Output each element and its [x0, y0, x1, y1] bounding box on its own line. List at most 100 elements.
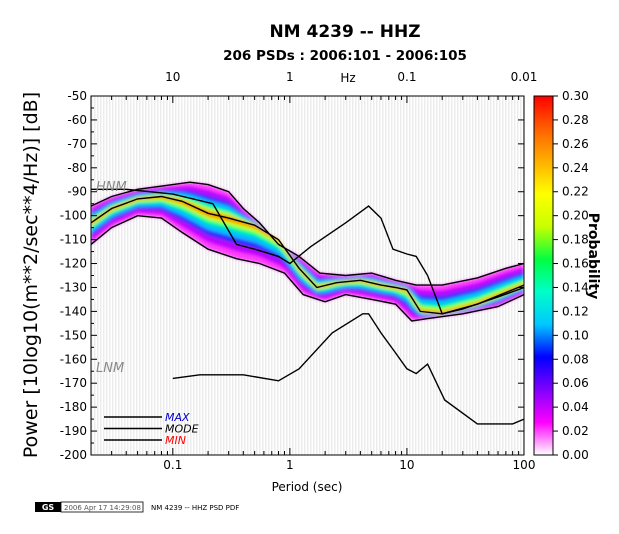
- colorbar-tick-label: 0.00: [562, 448, 589, 462]
- psd-bin: [127, 96, 129, 455]
- psd-bin: [454, 96, 456, 455]
- hnm-label: HNM: [96, 180, 127, 195]
- psd-bin: [121, 96, 123, 455]
- psd-bin: [259, 96, 261, 455]
- psd-bin: [400, 96, 402, 455]
- psd-bin: [178, 96, 180, 455]
- psd-bin: [238, 96, 240, 455]
- footer-caption: NM 4239 -- HHZ PSD PDF: [151, 504, 239, 512]
- psd-bin: [424, 96, 426, 455]
- psd-bin: [421, 96, 423, 455]
- psd-bin: [436, 96, 438, 455]
- psd-bin: [481, 96, 483, 455]
- y-tick-label: -130: [60, 280, 87, 294]
- top-tick-label: 1: [286, 70, 294, 84]
- psd-bin: [220, 96, 222, 455]
- psd-bin: [223, 96, 225, 455]
- colorbar-ticks: 0.30 0.28 0.26 0.24 0.22 0.20 0.18 0.16 0.14 0.12…: [553, 89, 589, 462]
- psd-bin: [103, 96, 105, 455]
- psd-bin: [97, 96, 99, 455]
- psd-bin: [154, 96, 156, 455]
- psd-bin: [133, 96, 135, 455]
- colorbar-tick-label: 0.04: [562, 400, 589, 414]
- y-tick-label: -80: [67, 161, 87, 175]
- psd-bin: [157, 96, 159, 455]
- top-tick-label: 10: [165, 70, 180, 84]
- colorbar-tick-label: 0.14: [562, 280, 589, 294]
- psd-bin: [406, 96, 408, 455]
- psd-bin: [448, 96, 450, 455]
- psd-bin: [457, 96, 459, 455]
- colorbar-tick-label: 0.08: [562, 352, 589, 366]
- psd-bin: [403, 96, 405, 455]
- psd-bin: [109, 96, 111, 455]
- gs-logo-text: GS: [42, 503, 55, 512]
- psd-bin: [475, 96, 477, 455]
- psd-bin: [229, 96, 231, 455]
- psd-bin: [187, 96, 189, 455]
- colorbar-tick-label: 0.18: [562, 233, 589, 247]
- psd-bin: [160, 96, 162, 455]
- top-tick-label: 0.01: [511, 70, 538, 84]
- psd-bin: [112, 96, 114, 455]
- psd-bin: [184, 96, 186, 455]
- psd-bin: [478, 96, 480, 455]
- psd-bin: [265, 96, 267, 455]
- y-tick-label: -70: [67, 137, 87, 151]
- psd-bin: [163, 96, 165, 455]
- psd-bin: [199, 96, 201, 455]
- psd-bin: [256, 96, 258, 455]
- psd-bin: [274, 96, 276, 455]
- psd-bin: [268, 96, 270, 455]
- y-tick-label: -110: [60, 233, 87, 247]
- psd-bin: [271, 96, 273, 455]
- psd-bin: [136, 96, 138, 455]
- psd-bin: [175, 96, 177, 455]
- colorbar-tick-label: 0.10: [562, 328, 589, 342]
- max-series-line: [91, 181, 524, 286]
- mode-series-line: [91, 195, 524, 315]
- psd-bin: [211, 96, 213, 455]
- min-series-line: [91, 214, 524, 322]
- y-tick-label: -200: [60, 448, 87, 462]
- psd-bin: [244, 96, 246, 455]
- colorbar-tick-label: 0.06: [562, 376, 589, 390]
- psd-bin: [226, 96, 228, 455]
- colorbar-tick-label: 0.22: [562, 185, 589, 199]
- psd-bin: [466, 96, 468, 455]
- y-tick-label: -90: [67, 185, 87, 199]
- psd-bin: [118, 96, 120, 455]
- psd-bin: [460, 96, 462, 455]
- psd-bin: [409, 96, 411, 455]
- psd-bin: [439, 96, 441, 455]
- y-tick-label: -160: [60, 352, 87, 366]
- psd-bin: [124, 96, 126, 455]
- legend-label-min: MIN: [165, 434, 186, 447]
- psd-bin: [253, 96, 255, 455]
- psd-bin: [451, 96, 453, 455]
- colorbar-label: Probability: [585, 213, 601, 300]
- psd-bin: [247, 96, 249, 455]
- psd-bin: [208, 96, 210, 455]
- colorbar-tick-label: 0.20: [562, 209, 589, 223]
- colorbar-tick-label: 0.02: [562, 424, 589, 438]
- psd-bin: [151, 96, 153, 455]
- colorbar-tick-label: 0.16: [562, 257, 589, 271]
- y-tick-label: -170: [60, 376, 87, 390]
- psd-bin: [145, 96, 147, 455]
- psd-bin: [196, 96, 198, 455]
- lnm-label: LNM: [96, 361, 124, 376]
- density-layer-6: [91, 195, 524, 314]
- psd-bin: [202, 96, 204, 455]
- x-tick-label: 1: [286, 458, 294, 472]
- psd-bin: [100, 96, 102, 455]
- psd-bin: [262, 96, 264, 455]
- lnm-curve: [172, 313, 524, 425]
- timestamp-box: [60, 501, 144, 513]
- colorbar-tick-label: 0.28: [562, 113, 589, 127]
- psd-bin: [181, 96, 183, 455]
- y-tick-label: -50: [67, 89, 87, 103]
- psd-bin: [148, 96, 150, 455]
- colorbar-tick-label: 0.12: [562, 304, 589, 318]
